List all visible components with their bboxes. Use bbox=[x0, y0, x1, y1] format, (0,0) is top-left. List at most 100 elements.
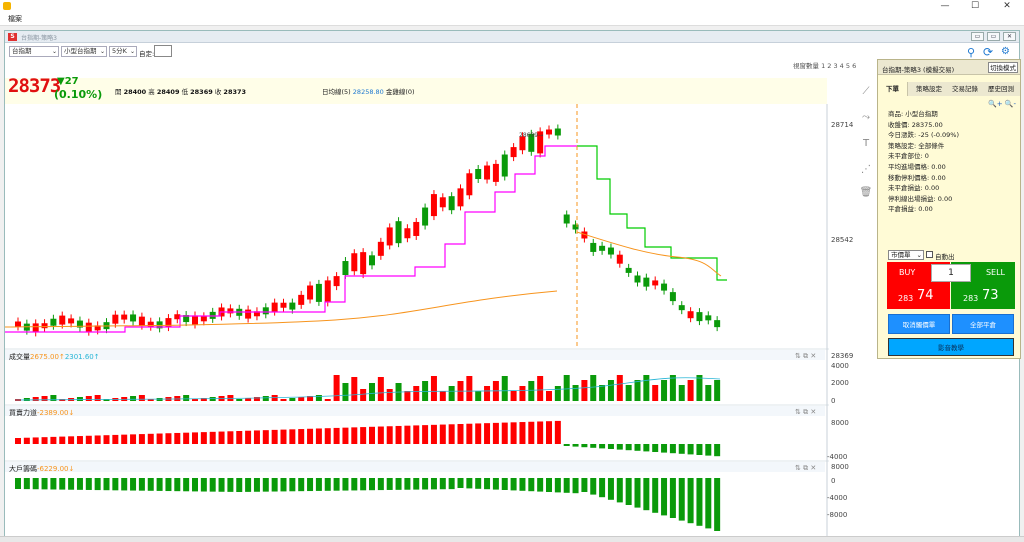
user-settings-icon[interactable]: ⚙ bbox=[1001, 46, 1010, 57]
text-tool-icon[interactable]: T bbox=[862, 138, 870, 149]
menu-item-file[interactable]: 檔案 bbox=[8, 15, 22, 23]
buysell-value: -2389.00↓ bbox=[37, 409, 75, 417]
buysell-bar bbox=[236, 431, 243, 444]
large-holder-bar bbox=[554, 478, 561, 493]
volume-ma-line bbox=[14, 377, 721, 401]
candle-body bbox=[183, 315, 190, 323]
quantity-input[interactable]: 1 bbox=[931, 264, 971, 282]
order-type-select[interactable]: 市價單 ⌄ bbox=[888, 250, 924, 260]
large-holder-bar bbox=[333, 478, 340, 491]
candle-body bbox=[439, 197, 446, 208]
volume-bar bbox=[138, 395, 145, 401]
buysell-bar bbox=[32, 437, 39, 444]
price-axis-top: 28714 bbox=[831, 121, 854, 129]
candle-body bbox=[466, 173, 473, 196]
candle-body bbox=[492, 163, 499, 182]
large-holder-bar bbox=[85, 478, 92, 490]
large-axis-neg4000: -4000 bbox=[827, 494, 848, 502]
symbol-select[interactable]: 台指期 ⌄ bbox=[9, 46, 59, 57]
volume-bar bbox=[23, 398, 30, 401]
large-holder-bar bbox=[572, 478, 579, 494]
close-all-positions-button[interactable]: 全部平倉 bbox=[952, 314, 1014, 334]
fan-tool-icon[interactable]: ⋰ bbox=[861, 164, 871, 175]
buysell-bar bbox=[59, 436, 66, 444]
volume-bar bbox=[253, 397, 260, 401]
custom-interval-input[interactable] bbox=[154, 45, 172, 57]
volume-bar bbox=[156, 398, 163, 401]
buysell-bar bbox=[572, 444, 579, 447]
volume-bar bbox=[439, 391, 446, 401]
candle-body bbox=[696, 312, 703, 322]
interval-select[interactable]: 5分K ⌄ bbox=[109, 46, 137, 57]
buysell-bar bbox=[209, 431, 216, 444]
buysell-bar bbox=[652, 444, 659, 452]
volume-bar bbox=[94, 395, 101, 401]
chart-canvas[interactable] bbox=[5, 44, 873, 541]
buysell-pane-controls[interactable]: ⇅ ⧉ ✕ bbox=[795, 408, 817, 416]
candle-body bbox=[156, 321, 163, 329]
buysell-bar bbox=[41, 437, 48, 444]
switch-mode-button[interactable]: 切換模式 bbox=[988, 62, 1018, 73]
large-holder-bar bbox=[262, 478, 269, 492]
large-title: 大戶籌碼 bbox=[9, 465, 37, 473]
volume-bar bbox=[554, 386, 561, 401]
signal-icon[interactable]: ⚲ bbox=[967, 46, 976, 59]
large-holder-bar bbox=[138, 478, 145, 491]
volume-bar bbox=[563, 375, 570, 401]
large-axis-neg8000: -8000 bbox=[827, 511, 848, 519]
large-holder-bar bbox=[15, 478, 21, 489]
buysell-bar bbox=[200, 432, 207, 444]
sell-label: SELL bbox=[985, 268, 1005, 277]
maximize-button[interactable]: ☐ bbox=[970, 1, 980, 11]
trash-icon[interactable]: 🗑 bbox=[859, 187, 873, 198]
buysell-bar bbox=[112, 434, 119, 444]
large-holder-bar bbox=[661, 478, 668, 516]
window-count-selector[interactable]: 視窗數量 1 2 3 4 5 6 bbox=[793, 62, 857, 70]
refresh-icon[interactable]: ⟳ bbox=[983, 45, 994, 59]
candle-body bbox=[484, 165, 491, 180]
buysell-bar bbox=[147, 433, 154, 444]
large-holder-bar bbox=[245, 478, 252, 492]
product-select[interactable]: 小型台指期 ⌄ bbox=[61, 46, 107, 57]
candle-body bbox=[68, 318, 75, 324]
large-holder-bar bbox=[342, 478, 349, 491]
minimize-button[interactable]: — bbox=[940, 1, 950, 11]
volume-pane-controls[interactable]: ⇅ ⧉ ✕ bbox=[795, 352, 817, 360]
chevron-down-icon: ⌄ bbox=[129, 48, 135, 55]
auto-exit-checkbox[interactable] bbox=[926, 251, 933, 258]
volume-bar bbox=[41, 396, 48, 401]
volume-axis-2000: 2000 bbox=[831, 379, 849, 387]
tab-strategy-settings[interactable]: 策略設定 bbox=[916, 85, 942, 93]
open-value: 28400 bbox=[123, 88, 147, 96]
volume-bar bbox=[183, 395, 190, 401]
tab-backtest[interactable]: 歷史回測 bbox=[988, 85, 1014, 93]
volume-bar bbox=[174, 396, 181, 401]
video-tutorial-button[interactable]: 影音教學 bbox=[888, 338, 1014, 356]
buysell-bar bbox=[696, 444, 703, 455]
volume-bar bbox=[298, 397, 305, 401]
large-holder-bar bbox=[351, 478, 358, 491]
tab-trade-log[interactable]: 交易記錄 bbox=[952, 85, 978, 93]
candle-body bbox=[430, 194, 437, 217]
chart-window-minimize-button[interactable]: ▭ bbox=[971, 32, 984, 41]
cancel-trigger-order-button[interactable]: 取消觸價單 bbox=[888, 314, 950, 334]
buysell-bar bbox=[563, 444, 570, 446]
tab-order[interactable]: 下單 bbox=[878, 82, 908, 96]
volume-pane-label: 成交量2675.00↑2301.60↑ bbox=[9, 352, 100, 362]
chart-window-maximize-button[interactable]: ▭ bbox=[987, 32, 1000, 41]
buysell-bar bbox=[528, 421, 535, 444]
large-holder-bar bbox=[289, 478, 296, 492]
large-pane-controls[interactable]: ⇅ ⧉ ✕ bbox=[795, 464, 817, 472]
buysell-bar bbox=[448, 424, 455, 444]
zoom-icons[interactable]: 🔍+ 🔍- bbox=[988, 100, 1017, 108]
buysell-bar bbox=[360, 427, 367, 444]
large-holder-bar bbox=[165, 478, 172, 492]
trendline-tool-icon[interactable]: ⟋ bbox=[862, 86, 870, 97]
large-holder-bar bbox=[439, 478, 446, 490]
buysell-bar bbox=[466, 423, 473, 444]
large-value: -6229.00↓ bbox=[37, 465, 75, 473]
chart-window-close-button[interactable]: ✕ bbox=[1003, 32, 1016, 41]
close-button[interactable]: ✕ bbox=[1003, 1, 1011, 11]
polyline-tool-icon[interactable]: ⤳ bbox=[862, 112, 870, 123]
